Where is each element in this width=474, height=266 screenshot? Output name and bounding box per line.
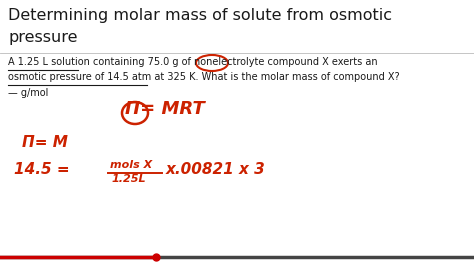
Text: x.00821 x 3: x.00821 x 3 <box>166 162 266 177</box>
Text: Π= MRT: Π= MRT <box>125 100 205 118</box>
Text: 1.25L: 1.25L <box>112 174 146 184</box>
Text: mols X: mols X <box>110 160 152 170</box>
Text: Determining molar mass of solute from osmotic: Determining molar mass of solute from os… <box>8 8 392 23</box>
Text: pressure: pressure <box>8 30 78 45</box>
Text: A 1.25 L solution containing 75.0 g of nonelectrolyte compound X exerts an: A 1.25 L solution containing 75.0 g of n… <box>8 57 378 67</box>
Text: Π= M: Π= M <box>22 135 68 150</box>
Text: 14.5 =: 14.5 = <box>14 162 70 177</box>
Text: osmotic pressure of 14.5 atm at 325 K. What is the molar mass of compound X?: osmotic pressure of 14.5 atm at 325 K. W… <box>8 72 400 82</box>
Text: — g/mol: — g/mol <box>8 88 48 98</box>
